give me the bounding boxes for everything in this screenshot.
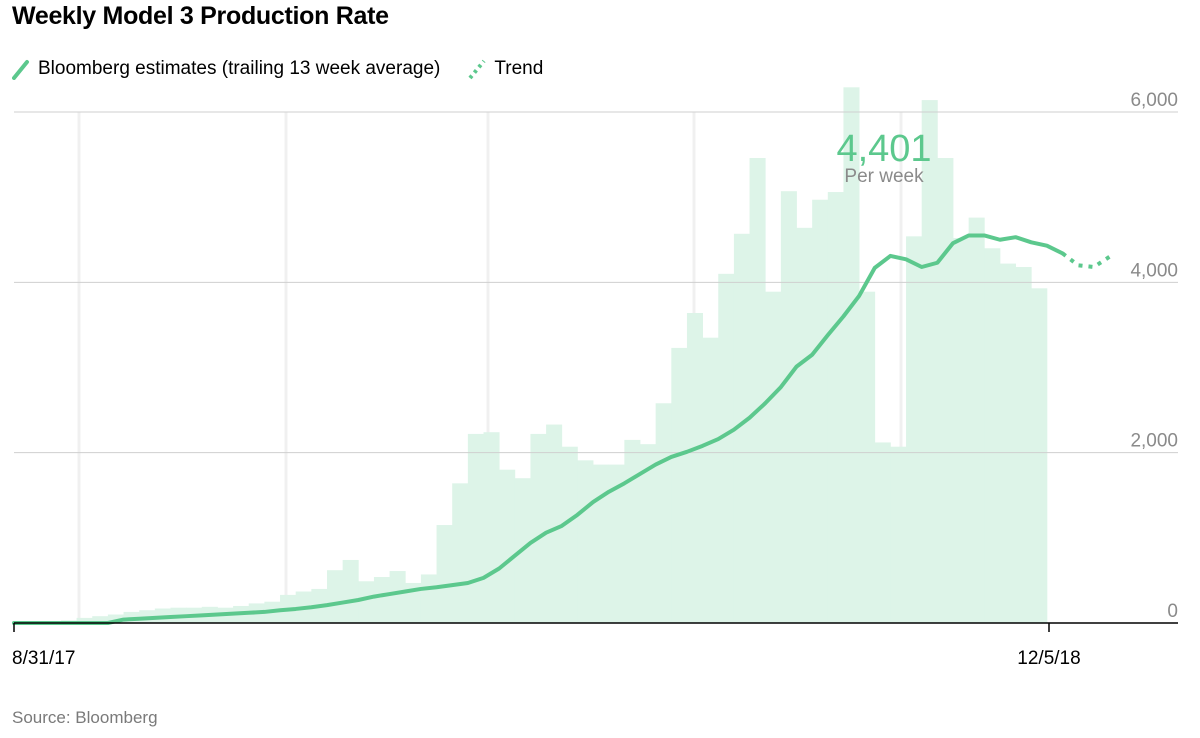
bar-42 (671, 347, 688, 623)
bar-57 (906, 236, 923, 624)
bar-46 (733, 233, 750, 623)
bar-44 (702, 337, 719, 623)
bars (29, 87, 1048, 624)
bar-55 (874, 442, 891, 623)
legend-item-trend: Trend (468, 58, 543, 80)
bar-59 (937, 157, 954, 624)
bar-34 (546, 424, 563, 623)
legend-swatch-solid (12, 60, 29, 80)
bar-61 (968, 217, 985, 623)
bar-49 (780, 191, 797, 623)
bar-37 (593, 464, 610, 623)
y-tick-label-6000: 6,000 (1130, 90, 1178, 111)
legend-item-estimates: Bloomberg estimates (trailing 13 week av… (12, 58, 440, 80)
x-tick-label-1: 12/5/18 (1017, 648, 1080, 669)
bar-31 (499, 469, 516, 623)
bar-35 (561, 446, 578, 623)
bar-63 (999, 263, 1016, 623)
bar-28 (452, 483, 469, 623)
bar-41 (655, 403, 672, 623)
bar-65 (1031, 288, 1048, 623)
bar-26 (420, 574, 437, 623)
legend: Bloomberg estimates (trailing 13 week av… (12, 58, 571, 80)
horizontal-grid (14, 111, 1178, 454)
bar-22 (358, 581, 375, 623)
x-tick-label-0: 8/31/17 (12, 648, 75, 669)
bar-23 (373, 577, 390, 623)
bar-53 (843, 87, 860, 624)
bar-45 (718, 273, 735, 623)
source-note: Source: Bloomberg (12, 708, 158, 727)
annotation-value: 4,401 (836, 128, 931, 170)
y-tick-label-4000: 4,000 (1130, 260, 1178, 281)
bar-47 (749, 157, 766, 624)
bar-40 (640, 444, 657, 623)
bar-60 (953, 238, 970, 623)
bar-38 (608, 464, 625, 623)
bar-43 (686, 312, 703, 623)
bar-5 (92, 616, 109, 623)
bar-6 (107, 614, 124, 623)
y-axis-labels: 0 2,000 4,000 6,000 (1130, 90, 1178, 622)
bar-29 (467, 433, 484, 623)
bar-30 (483, 432, 500, 623)
bar-54 (859, 291, 876, 623)
bar-51 (812, 199, 829, 623)
bar-4 (76, 617, 93, 623)
annotation: 4,401 Per week (836, 128, 931, 187)
series-lines (12, 233, 1111, 625)
chart-title: Weekly Model 3 Production Rate (12, 2, 389, 30)
bar-62 (984, 248, 1001, 623)
bar-56 (890, 446, 907, 623)
series-line-trend (1061, 251, 1111, 270)
y-tick-label-2000: 2,000 (1130, 431, 1178, 452)
bar-48 (765, 291, 782, 623)
legend-label-trend: Trend (494, 58, 544, 79)
bar-21 (342, 559, 359, 623)
bar-25 (405, 582, 422, 623)
bar-27 (436, 525, 453, 623)
bar-52 (827, 192, 844, 623)
bar-58 (921, 100, 938, 624)
bar-33 (530, 433, 547, 623)
bar-64 (1015, 267, 1032, 623)
x-axis: 8/31/17 12/5/18 (12, 622, 1178, 669)
bar-36 (577, 460, 594, 623)
legend-label-estimates: Bloomberg estimates (trailing 13 week av… (38, 58, 441, 79)
bar-50 (796, 227, 813, 623)
bar-24 (389, 571, 406, 623)
annotation-unit: Per week (844, 166, 924, 187)
series-line-estimates (12, 233, 1065, 625)
bar-39 (624, 439, 641, 623)
y-tick-label-0: 0 (1167, 601, 1178, 622)
bar-20 (327, 570, 344, 623)
